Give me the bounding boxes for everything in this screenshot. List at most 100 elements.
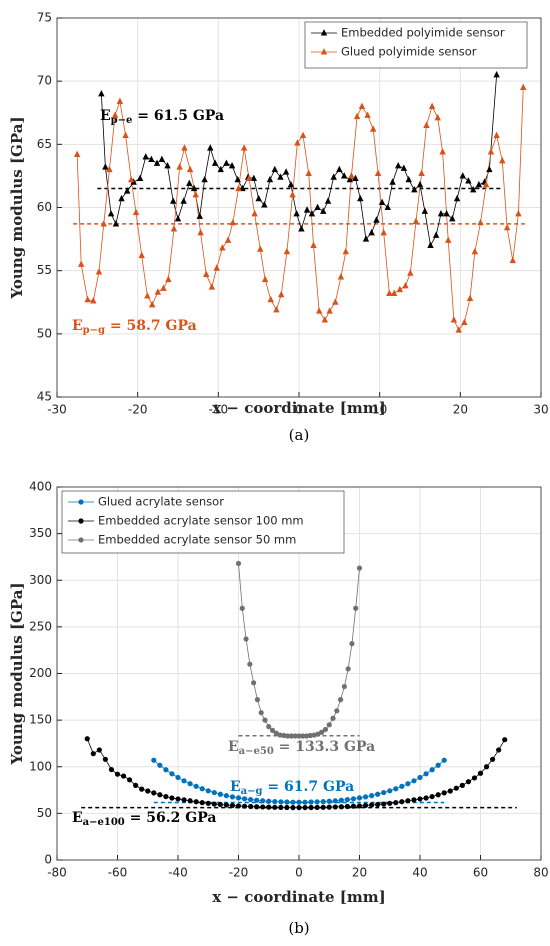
annotation-value: = 56.2 GPa xyxy=(125,810,217,826)
marker xyxy=(284,804,290,811)
marker xyxy=(239,605,245,611)
marker xyxy=(248,803,254,810)
marker xyxy=(278,804,284,811)
legend-marker xyxy=(78,499,84,505)
y-tick-label: 50 xyxy=(37,806,52,820)
marker xyxy=(303,206,311,213)
marker xyxy=(465,177,472,184)
marker xyxy=(374,169,382,176)
marker xyxy=(493,131,500,139)
marker xyxy=(319,729,325,735)
marker xyxy=(142,153,149,160)
marker xyxy=(165,275,172,283)
marker xyxy=(356,565,363,571)
marker xyxy=(396,285,404,293)
marker xyxy=(257,245,264,252)
marker xyxy=(136,174,144,182)
annotation-subscript: p−e xyxy=(111,115,133,126)
marker xyxy=(369,793,375,799)
legend-label: Glued polyimide sensor xyxy=(341,45,477,59)
marker xyxy=(362,235,370,242)
annotation-subscript: p−g xyxy=(83,325,105,336)
marker xyxy=(239,184,246,192)
marker xyxy=(496,747,502,753)
marker xyxy=(175,774,181,781)
marker xyxy=(326,798,332,804)
marker xyxy=(201,175,208,183)
marker xyxy=(174,215,182,222)
marker xyxy=(157,792,163,798)
marker xyxy=(402,281,409,289)
marker xyxy=(271,165,278,173)
axes-box xyxy=(56,17,542,398)
marker xyxy=(102,163,109,170)
marker xyxy=(449,215,456,222)
marker xyxy=(190,184,198,192)
annotation-value: = 58.7 GPa xyxy=(105,318,197,334)
marker xyxy=(278,290,285,298)
marker xyxy=(389,178,396,185)
marker xyxy=(429,767,435,773)
marker xyxy=(368,228,375,236)
marker xyxy=(84,295,91,303)
marker xyxy=(240,144,248,151)
marker xyxy=(128,175,135,183)
marker xyxy=(248,796,254,803)
marker xyxy=(208,283,216,290)
marker xyxy=(393,786,399,792)
marker xyxy=(241,796,248,802)
marker xyxy=(320,207,327,214)
marker xyxy=(290,799,296,805)
marker xyxy=(345,666,351,672)
marker xyxy=(441,757,447,763)
marker xyxy=(180,197,187,204)
marker xyxy=(254,697,261,703)
marker xyxy=(509,256,516,264)
marker xyxy=(370,125,377,132)
marker xyxy=(445,236,452,243)
marker xyxy=(261,201,268,208)
marker xyxy=(176,163,183,170)
marker xyxy=(435,762,441,768)
marker xyxy=(432,231,440,238)
legend-marker xyxy=(78,518,84,524)
x-tick-label: -20 xyxy=(128,403,148,417)
marker xyxy=(287,180,295,188)
legend-box xyxy=(304,21,528,69)
marker xyxy=(266,175,274,183)
marker xyxy=(241,803,248,809)
marker xyxy=(334,708,340,714)
marker xyxy=(262,717,268,723)
marker xyxy=(384,203,391,211)
marker xyxy=(175,796,181,802)
x-tick-label: 0 xyxy=(295,866,303,880)
marker xyxy=(453,785,459,791)
marker xyxy=(211,801,217,807)
marker xyxy=(296,804,302,811)
marker xyxy=(447,788,453,794)
marker xyxy=(281,732,287,739)
marker xyxy=(416,180,424,188)
marker xyxy=(258,710,264,716)
marker xyxy=(234,175,241,183)
marker xyxy=(217,165,224,173)
x-tick-label: 20 xyxy=(453,403,468,417)
marker xyxy=(294,139,301,146)
marker xyxy=(471,247,479,255)
marker xyxy=(434,113,441,121)
marker xyxy=(465,779,471,785)
marker xyxy=(411,778,417,784)
marker xyxy=(320,804,326,810)
marker xyxy=(303,733,310,739)
marker xyxy=(211,789,217,796)
marker xyxy=(292,733,298,739)
marker xyxy=(344,796,350,803)
marker xyxy=(486,165,493,173)
marker xyxy=(296,733,302,739)
marker xyxy=(393,800,399,806)
marker xyxy=(123,187,131,194)
marker xyxy=(302,804,308,811)
marker xyxy=(154,288,162,295)
marker xyxy=(138,251,145,259)
axes-box xyxy=(56,486,542,861)
